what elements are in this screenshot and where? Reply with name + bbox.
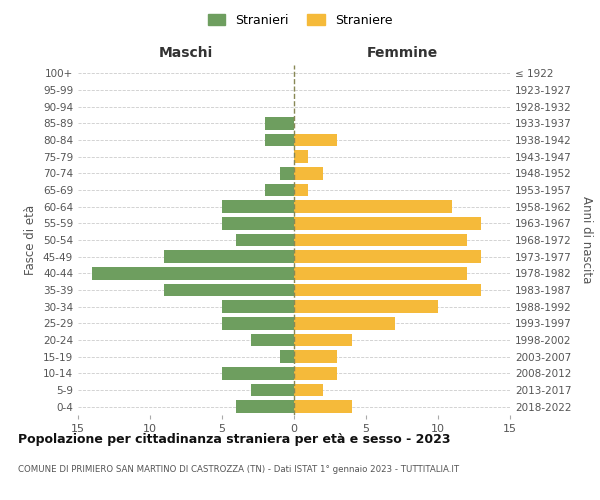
Text: Femmine: Femmine <box>367 46 437 60</box>
Bar <box>222 217 294 230</box>
Bar <box>294 384 323 396</box>
Bar <box>280 350 294 363</box>
Bar <box>294 300 438 313</box>
Bar <box>265 184 294 196</box>
Bar <box>92 267 294 280</box>
Bar <box>294 267 467 280</box>
Bar <box>294 250 481 263</box>
Text: Popolazione per cittadinanza straniera per età e sesso - 2023: Popolazione per cittadinanza straniera p… <box>18 432 451 446</box>
Bar <box>164 250 294 263</box>
Y-axis label: Anni di nascita: Anni di nascita <box>580 196 593 284</box>
Bar <box>222 300 294 313</box>
Bar <box>294 234 467 246</box>
Bar <box>164 284 294 296</box>
Bar <box>294 367 337 380</box>
Bar <box>280 167 294 179</box>
Bar <box>236 400 294 413</box>
Bar <box>222 317 294 330</box>
Bar <box>294 167 323 179</box>
Bar <box>294 284 481 296</box>
Bar <box>294 400 352 413</box>
Y-axis label: Fasce di età: Fasce di età <box>25 205 37 275</box>
Bar <box>294 334 352 346</box>
Bar <box>294 217 481 230</box>
Bar <box>294 150 308 163</box>
Text: Maschi: Maschi <box>159 46 213 60</box>
Bar <box>222 200 294 213</box>
Legend: Stranieri, Straniere: Stranieri, Straniere <box>203 8 397 32</box>
Bar <box>251 384 294 396</box>
Bar <box>236 234 294 246</box>
Bar <box>294 184 308 196</box>
Bar <box>294 317 395 330</box>
Bar <box>265 117 294 130</box>
Bar <box>222 367 294 380</box>
Bar <box>294 200 452 213</box>
Bar <box>251 334 294 346</box>
Bar <box>294 134 337 146</box>
Bar <box>265 134 294 146</box>
Text: COMUNE DI PRIMIERO SAN MARTINO DI CASTROZZA (TN) - Dati ISTAT 1° gennaio 2023 - : COMUNE DI PRIMIERO SAN MARTINO DI CASTRO… <box>18 466 459 474</box>
Bar <box>294 350 337 363</box>
